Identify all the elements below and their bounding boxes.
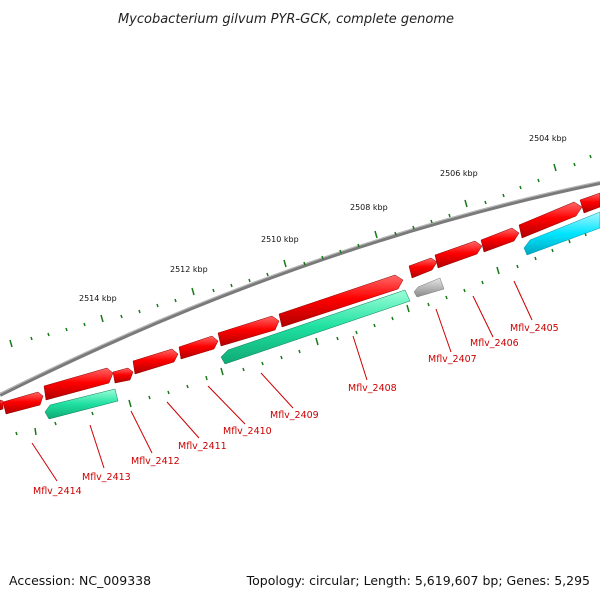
- inner-ticks: [15, 228, 587, 436]
- gene-green-1[interactable]: [220, 289, 411, 365]
- kbp-label-2506: 2506 kbp: [440, 169, 478, 178]
- gene-cyan[interactable]: [523, 211, 600, 256]
- gene-Mflv_2405b[interactable]: [579, 192, 600, 214]
- gene-label-Mflv_2406: Mflv_2406: [470, 338, 519, 349]
- map-title: Mycobacterium gilvum PYR-GCK, complete g…: [118, 12, 454, 27]
- gene-Mflv_2407[interactable]: [434, 240, 483, 269]
- gene-label-Mflv_2410: Mflv_2410: [223, 426, 272, 437]
- gene-Mflv_2409[interactable]: [278, 274, 404, 328]
- gene-label-Mflv_2411: Mflv_2411: [178, 441, 227, 452]
- reverse-genes: [44, 289, 411, 420]
- outer-ticks: [9, 154, 592, 348]
- gene-gray[interactable]: [413, 277, 445, 298]
- gene-Mflv_2406[interactable]: [480, 227, 520, 253]
- gene-Mflv_2412[interactable]: [132, 348, 179, 375]
- gene-Mflv_2413[interactable]: [112, 367, 134, 384]
- gene-label-Mflv_2412: Mflv_2412: [131, 456, 180, 467]
- kbp-label-2512: 2512 kbp: [170, 265, 208, 274]
- gene-Mflv_2414[interactable]: [43, 367, 114, 401]
- gene-Mflv_2414b[interactable]: [2, 391, 44, 415]
- genome-backbone: [0, 181, 600, 397]
- kbp-label-2504: 2504 kbp: [529, 134, 567, 143]
- gene-green-2[interactable]: [44, 388, 119, 420]
- accession-text: Accession: NC_009338: [9, 573, 152, 588]
- forward-genes: [0, 192, 600, 415]
- leader-lines: [31, 280, 533, 482]
- kbp-label-2510: 2510 kbp: [261, 235, 299, 244]
- gene-label-Mflv_2407: Mflv_2407: [428, 354, 477, 365]
- gene-label-Mflv_2414: Mflv_2414: [33, 486, 82, 497]
- gene-Mflv_2414c[interactable]: [0, 399, 4, 411]
- gene-label-Mflv_2413: Mflv_2413: [82, 472, 131, 483]
- gene-Mflv_2411[interactable]: [178, 335, 219, 360]
- kbp-label-2514: 2514 kbp: [79, 294, 117, 303]
- gene-Mflv_2405[interactable]: [518, 201, 583, 239]
- genome-summary-text: Topology: circular; Length: 5,619,607 bp…: [246, 573, 590, 588]
- gene-label-Mflv_2409: Mflv_2409: [270, 410, 319, 421]
- gene-label-Mflv_2405: Mflv_2405: [510, 323, 559, 334]
- gene-Mflv_2408[interactable]: [408, 257, 438, 279]
- gene-label-Mflv_2408: Mflv_2408: [348, 383, 397, 394]
- kbp-label-2508: 2508 kbp: [350, 203, 388, 212]
- gene-Mflv_2410[interactable]: [217, 315, 280, 347]
